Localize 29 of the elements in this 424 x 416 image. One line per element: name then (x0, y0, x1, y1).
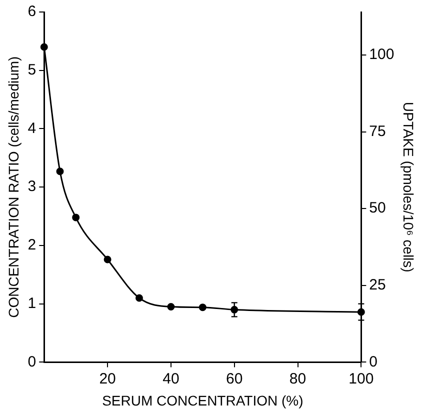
point (357, 308, 365, 316)
y2-tick-label: 50 (369, 200, 386, 217)
y-tick-label: 1 (28, 294, 36, 312)
x-tick-label: 20 (99, 370, 116, 388)
y2-tick-label: 100 (369, 46, 394, 64)
y2-tick-label: 25 (369, 276, 386, 294)
x-tick-label: 40 (162, 370, 180, 388)
y-tick-label: 2 (28, 236, 36, 254)
point (136, 294, 143, 302)
y2-axis-title: UPTAKE (pmoles/10⁶ cells) (400, 102, 417, 272)
x-tick-label: 80 (289, 370, 306, 388)
point (72, 214, 80, 222)
y-tick-label: 4 (28, 120, 36, 137)
point (198, 304, 206, 312)
point (40, 43, 48, 51)
point (167, 303, 175, 310)
y-tick-label: 5 (28, 62, 36, 79)
x-tick-label: 100 (348, 370, 374, 388)
y-tick-label: 3 (28, 178, 36, 196)
y-axis-title: CONCENTRATION RATIO (cells/medium) (5, 56, 22, 318)
x-tick-label: 60 (226, 370, 243, 388)
x-axis-title: SERUM CONCENTRATION (%) (102, 392, 304, 408)
y2-tick-label: 75 (369, 122, 386, 140)
point (230, 306, 238, 314)
y-tick-label: 6 (28, 3, 36, 20)
point (104, 256, 112, 264)
y2-tick-label: 0 (369, 353, 378, 370)
point (56, 168, 64, 176)
y-tick-label: 0 (28, 353, 36, 370)
